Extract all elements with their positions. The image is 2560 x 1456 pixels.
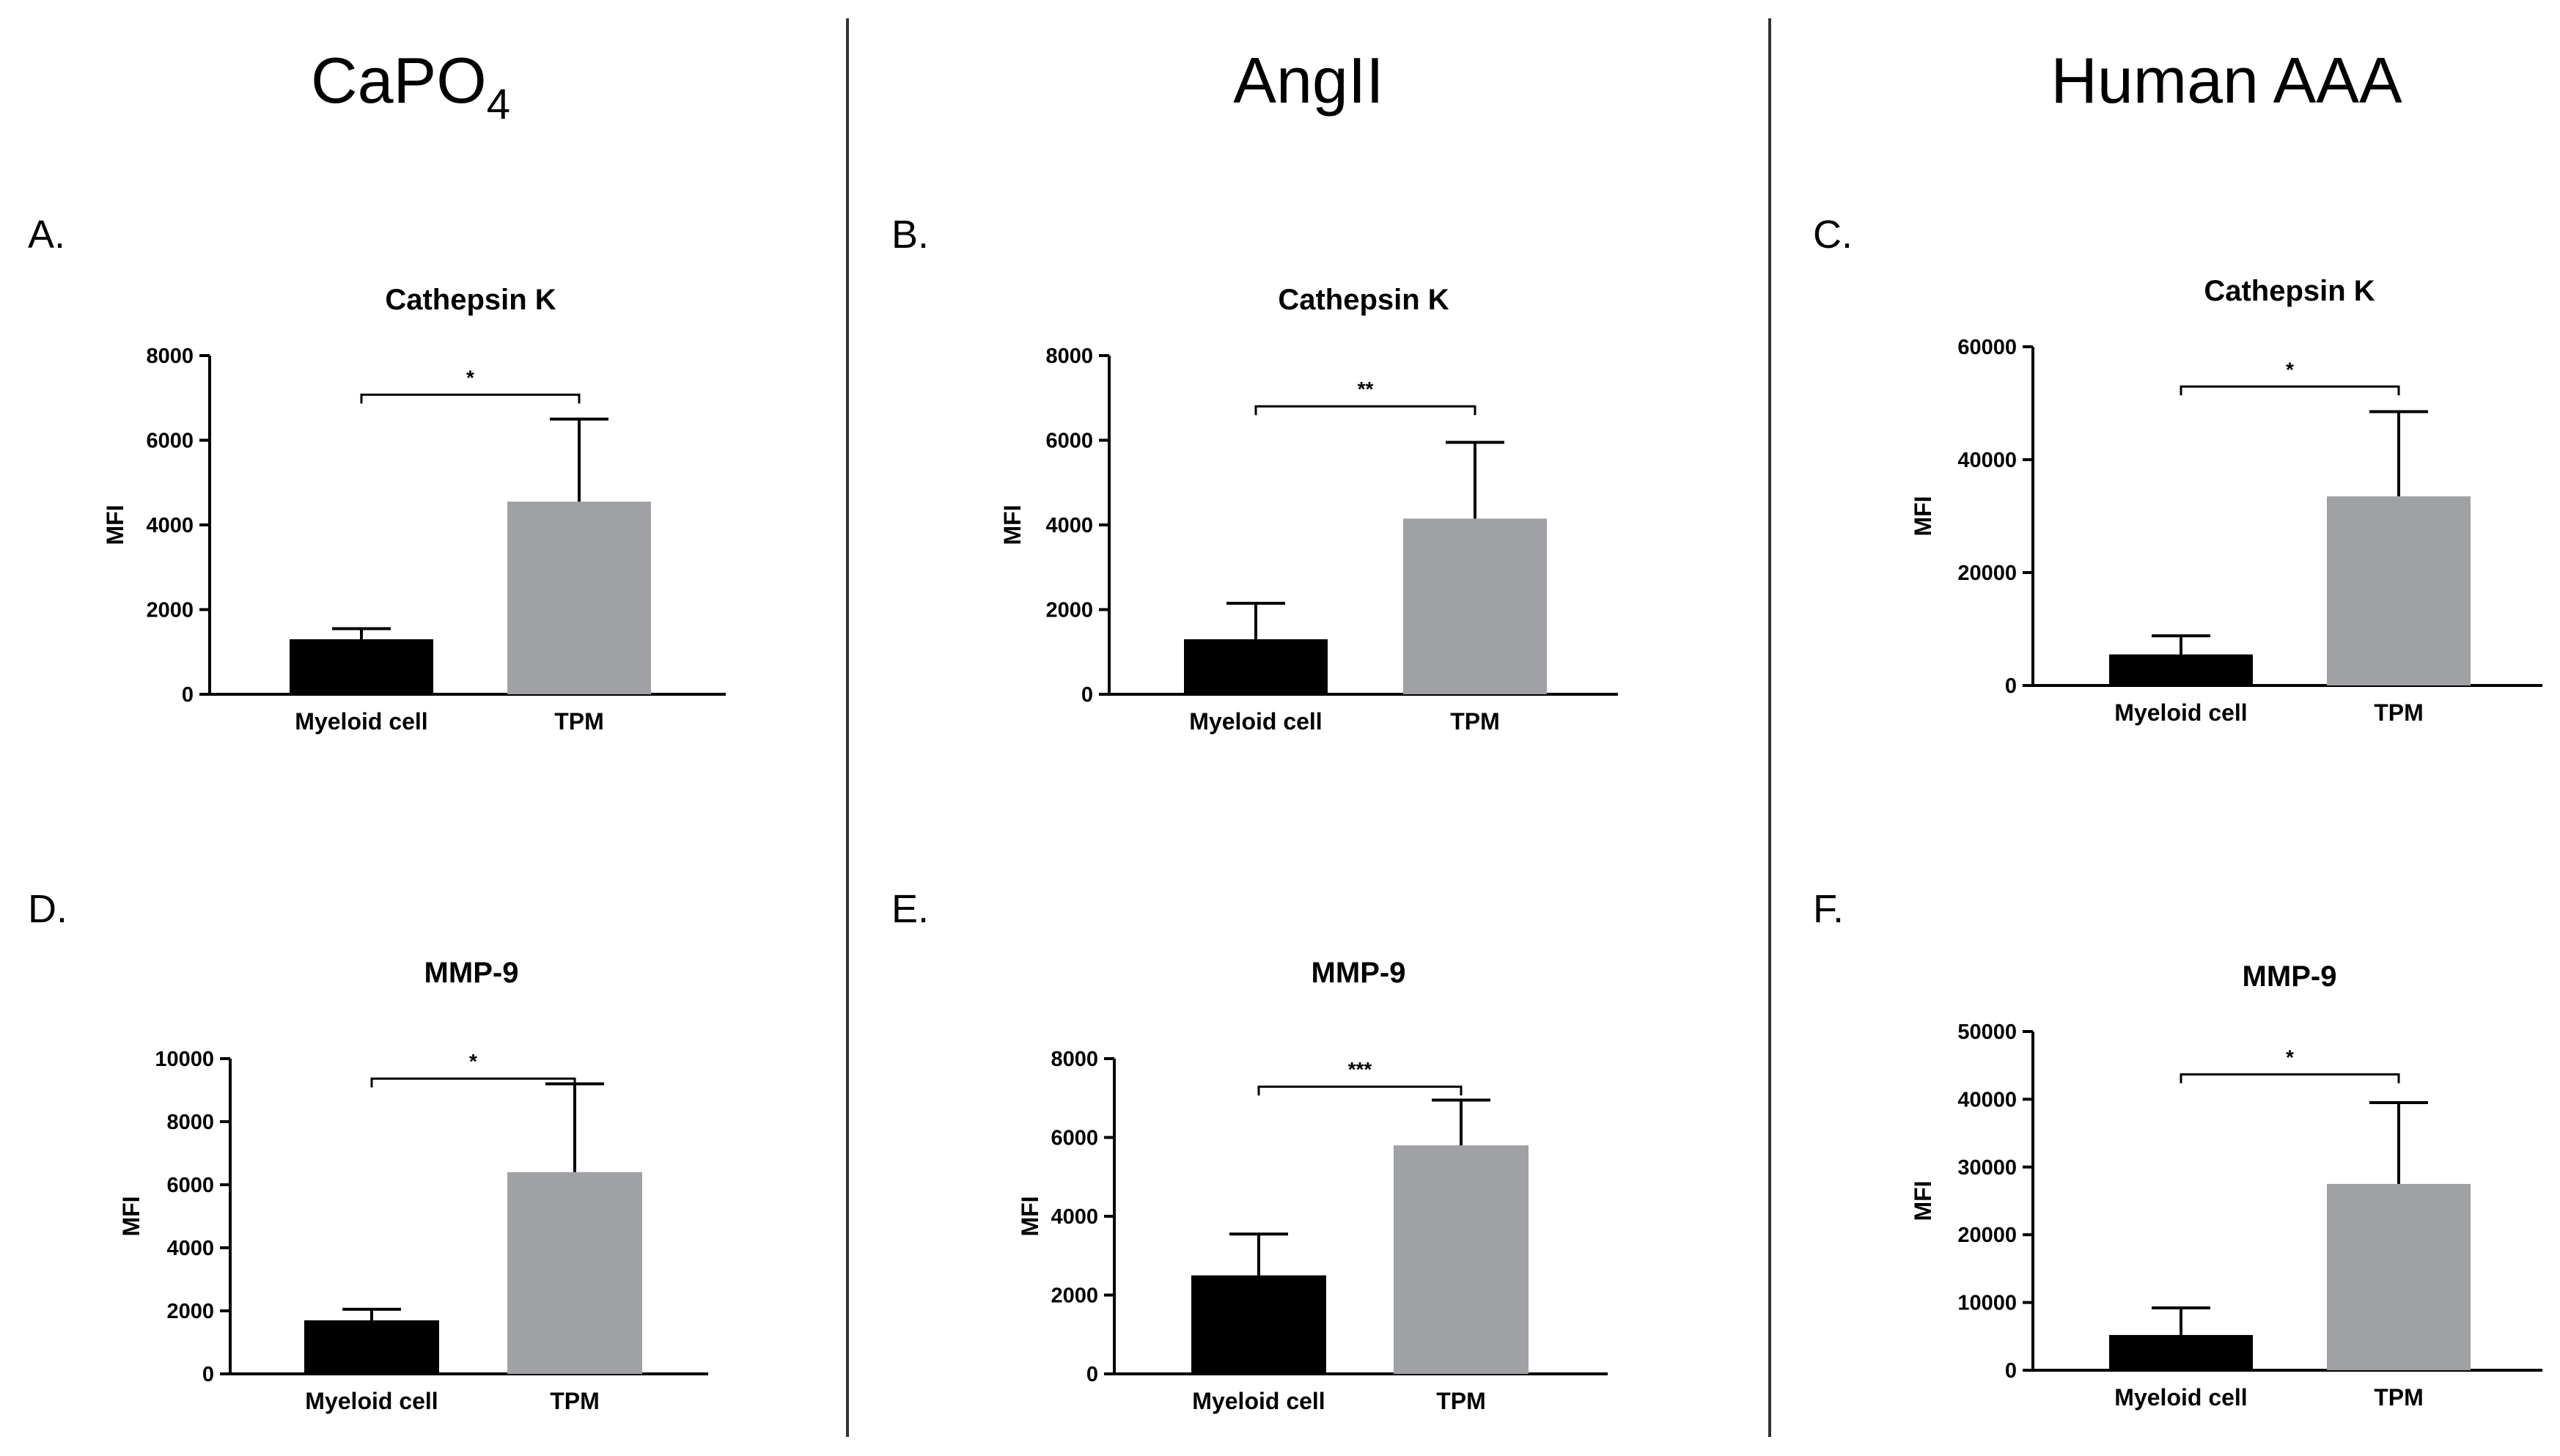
panel-letter: A. bbox=[28, 213, 65, 257]
chart-panel-1: A. Cathepsin K 0 2000 4000 6000 8000 MFI Myeloid… bbox=[28, 213, 726, 735]
significance-label: * bbox=[2286, 1046, 2294, 1069]
panel-letter: D. bbox=[28, 887, 67, 931]
bar-myeloid-cell bbox=[2109, 654, 2253, 685]
category-label: TPM bbox=[1450, 708, 1500, 735]
bar-myeloid-cell bbox=[304, 1320, 439, 1374]
column-title-angii: AngII bbox=[1233, 44, 1383, 117]
y-tick-label: 6000 bbox=[146, 430, 194, 453]
significance-bracket bbox=[370, 1077, 576, 1088]
category-label: Myeloid cell bbox=[2114, 1384, 2247, 1411]
y-tick-label: 8000 bbox=[1045, 345, 1093, 368]
column-title-capo4: CaPO4 bbox=[311, 44, 510, 128]
y-tick-label: 6000 bbox=[1051, 1127, 1098, 1150]
chart-title: Cathepsin K bbox=[1278, 284, 1449, 316]
y-tick-label: 6000 bbox=[166, 1174, 214, 1197]
y-axis-label: MFI bbox=[102, 504, 128, 545]
y-tick-label: 4000 bbox=[146, 514, 194, 537]
bar-myeloid-cell bbox=[1184, 639, 1328, 694]
chart-panels: A. Cathepsin K 0 2000 4000 6000 8000 MFI Myeloid… bbox=[28, 213, 2542, 1414]
y-tick-label: 40000 bbox=[1957, 449, 2017, 472]
chart-title: Cathepsin K bbox=[2204, 275, 2375, 307]
panel-letter: F. bbox=[1813, 887, 1844, 931]
y-tick-label: 2000 bbox=[146, 599, 194, 622]
y-axis-label: MFI bbox=[1910, 1180, 1936, 1221]
panel-letter: B. bbox=[891, 213, 929, 257]
significance-bracket bbox=[1257, 1085, 1463, 1096]
category-label: Myeloid cell bbox=[2114, 699, 2247, 726]
y-tick-label: 8000 bbox=[146, 345, 194, 368]
category-label: Myeloid cell bbox=[1192, 1388, 1325, 1414]
y-tick-label: 0 bbox=[202, 1363, 214, 1386]
y-tick-label: 4000 bbox=[1045, 514, 1093, 537]
significance-label: * bbox=[469, 1050, 477, 1073]
significance-bracket bbox=[2180, 1073, 2400, 1084]
y-tick-label: 0 bbox=[182, 683, 194, 707]
y-tick-label: 8000 bbox=[166, 1111, 214, 1134]
bar-tpm bbox=[2327, 496, 2471, 685]
y-tick-label: 0 bbox=[2005, 1359, 2017, 1383]
panel-letter: C. bbox=[1813, 213, 1853, 257]
category-label: TPM bbox=[2374, 699, 2424, 726]
significance-label: ** bbox=[1358, 378, 1374, 400]
significance-label: * bbox=[466, 366, 474, 389]
chart-panel-5: E. MMP-9 0 2000 4000 6000 8000 MFI Myeloid cell T… bbox=[891, 887, 1608, 1414]
category-label: Myeloid cell bbox=[1189, 708, 1322, 735]
bar-tpm bbox=[1403, 518, 1547, 694]
chart-panel-6: F. MMP-9 0 10000 20000 30000 40000 50000 MFI Myel… bbox=[1813, 887, 2542, 1411]
bar-tpm bbox=[2327, 1183, 2471, 1370]
category-label: Myeloid cell bbox=[305, 1388, 438, 1414]
y-tick-label: 10000 bbox=[155, 1048, 214, 1071]
y-tick-label: 10000 bbox=[1957, 1292, 2017, 1315]
chart-panel-3: C. Cathepsin K 0 20000 40000 60000 MFI Myeloid … bbox=[1813, 213, 2542, 726]
y-axis-label: MFI bbox=[999, 504, 1026, 545]
chart-title: MMP-9 bbox=[2243, 960, 2337, 993]
bar-myeloid-cell bbox=[1191, 1275, 1326, 1374]
significance-bracket bbox=[360, 393, 581, 404]
category-label: TPM bbox=[550, 1388, 600, 1414]
y-tick-label: 20000 bbox=[1957, 562, 2017, 585]
y-tick-label: 8000 bbox=[1051, 1048, 1098, 1071]
y-tick-label: 2000 bbox=[1051, 1284, 1098, 1308]
y-axis-label: MFI bbox=[1910, 496, 1936, 536]
y-tick-label: 0 bbox=[1086, 1363, 1098, 1386]
y-tick-label: 2000 bbox=[1045, 599, 1093, 622]
y-tick-label: 60000 bbox=[1957, 336, 2017, 359]
y-axis-label: MFI bbox=[118, 1196, 144, 1236]
significance-bracket bbox=[2180, 385, 2400, 396]
y-tick-label: 0 bbox=[1081, 683, 1093, 707]
column-title-human-aaa: Human AAA bbox=[2050, 44, 2402, 117]
category-label: TPM bbox=[554, 708, 604, 735]
chart-title: Cathepsin K bbox=[385, 284, 556, 316]
y-tick-label: 4000 bbox=[1051, 1205, 1098, 1229]
category-label: TPM bbox=[1436, 1388, 1486, 1414]
significance-label: *** bbox=[1348, 1058, 1372, 1081]
y-tick-label: 20000 bbox=[1957, 1224, 2017, 1247]
chart-title: MMP-9 bbox=[424, 957, 519, 989]
chart-panel-4: D. MMP-9 0 2000 4000 6000 8000 10000 MFI Myeloid … bbox=[28, 887, 708, 1414]
bar-myeloid-cell bbox=[2109, 1334, 2253, 1370]
y-tick-label: 4000 bbox=[166, 1237, 214, 1260]
y-tick-label: 30000 bbox=[1957, 1156, 2017, 1180]
y-tick-label: 6000 bbox=[1045, 430, 1093, 453]
category-label: Myeloid cell bbox=[295, 708, 427, 735]
y-tick-label: 40000 bbox=[1957, 1088, 2017, 1111]
significance-bracket bbox=[1254, 405, 1476, 416]
significance-label: * bbox=[2286, 358, 2294, 380]
panel-letter: E. bbox=[891, 887, 929, 931]
y-tick-label: 2000 bbox=[166, 1300, 214, 1323]
chart-panel-2: B. Cathepsin K 0 2000 4000 6000 8000 MFI Myeloid… bbox=[891, 213, 1618, 735]
bar-myeloid-cell bbox=[290, 639, 433, 694]
bar-tpm bbox=[507, 501, 651, 694]
category-label: TPM bbox=[2374, 1384, 2424, 1411]
y-axis-label: MFI bbox=[1017, 1196, 1043, 1236]
y-tick-label: 50000 bbox=[1957, 1021, 2017, 1044]
bar-tpm bbox=[507, 1172, 642, 1374]
bar-tpm bbox=[1394, 1145, 1529, 1374]
chart-title: MMP-9 bbox=[1312, 957, 1406, 989]
y-tick-label: 0 bbox=[2005, 674, 2017, 698]
